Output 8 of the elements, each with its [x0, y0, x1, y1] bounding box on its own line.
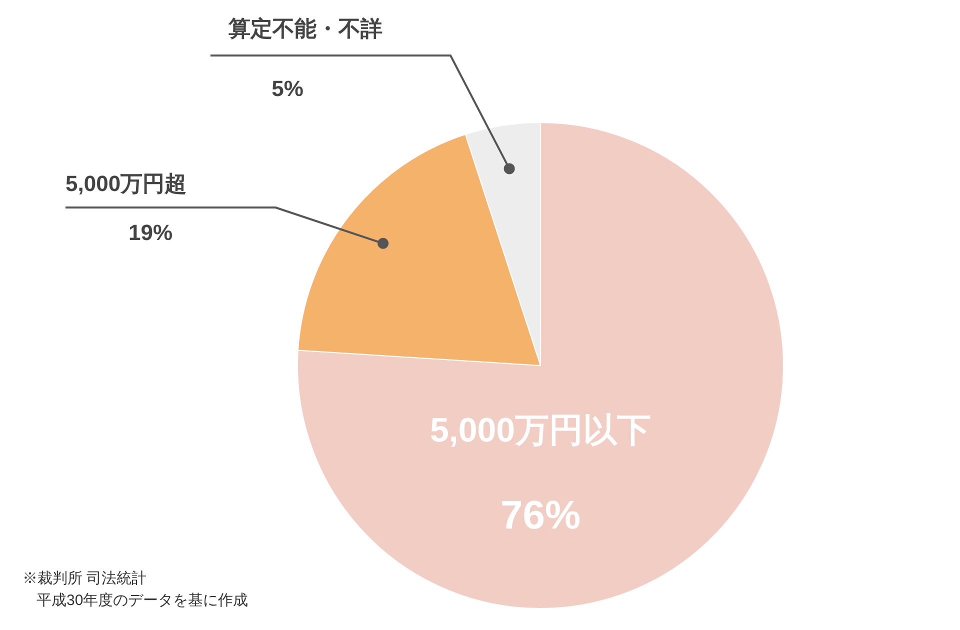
slice-label: 5,000万円以下 [430, 412, 652, 450]
data-label: 76% [500, 494, 581, 538]
text: ※裁判所 司法統計 [22, 570, 147, 587]
slice-label: 5,000万円超 [66, 171, 187, 196]
data-label: 19% [128, 220, 173, 245]
text: 平成30年度のデータを基に作成 [36, 592, 248, 609]
slice-label: 算定不能・不詳 [228, 16, 382, 41]
data-label: 5% [272, 76, 304, 101]
